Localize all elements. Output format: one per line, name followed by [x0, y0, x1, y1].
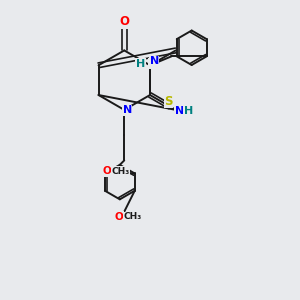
- Text: H: H: [184, 106, 193, 116]
- Text: S: S: [164, 95, 173, 108]
- Text: H: H: [136, 59, 145, 69]
- Text: O: O: [115, 212, 123, 222]
- Text: O: O: [103, 167, 112, 176]
- Text: N: N: [175, 106, 184, 116]
- Text: CH₃: CH₃: [124, 212, 142, 221]
- Text: O: O: [119, 15, 129, 28]
- Text: N: N: [149, 59, 158, 69]
- Text: N: N: [123, 106, 132, 116]
- Text: N: N: [149, 56, 159, 66]
- Text: CH₃: CH₃: [112, 167, 130, 176]
